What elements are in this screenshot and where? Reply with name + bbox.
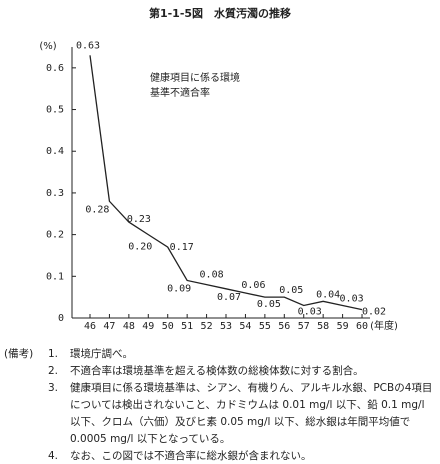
spacer — [4, 448, 48, 464]
y-tick-label: 0.3 — [46, 188, 64, 199]
x-tick-label: 57 — [298, 321, 310, 332]
data-label: 0.09 — [167, 283, 191, 294]
x-tick-label: 58 — [317, 321, 329, 332]
x-axis-label: (年度) — [370, 319, 398, 332]
x-tick-label: 47 — [103, 321, 115, 332]
data-label: 0.23 — [127, 214, 151, 225]
data-label: 0.04 — [316, 289, 340, 300]
y-tick-label: 0.5 — [46, 105, 64, 116]
annotation: 基準不適合率 — [150, 86, 210, 99]
spacer — [4, 380, 48, 448]
x-tick-label: 51 — [181, 321, 193, 332]
y-tick-label: 0.4 — [46, 146, 64, 157]
data-label: 0.20 — [128, 242, 152, 253]
x-tick-label: 59 — [337, 321, 349, 332]
data-label: 0.28 — [85, 204, 109, 215]
note-text: 健康項目に係る環境基準は、シアン、有機りん、アルキル水銀、PCBの4項目について… — [70, 382, 433, 445]
note-text: 環境庁調べ。 — [70, 348, 133, 360]
x-tick-label: 48 — [123, 321, 135, 332]
y-tick-label: 0.6 — [46, 63, 64, 74]
data-label: 0.06 — [241, 280, 265, 291]
annotation: 健康項目に係る環境 — [150, 71, 240, 84]
x-tick-label: 56 — [278, 321, 290, 332]
y-tick-label: 0 — [58, 313, 64, 324]
chart-title: 第1-1-5図 水質汚濁の推移 — [149, 6, 291, 20]
x-tick-label: 60 — [356, 321, 368, 332]
note-number: 2. — [48, 365, 59, 377]
note-text: 不適合率は環境基準を超える検体数の総検体数に対する割合。 — [70, 365, 364, 377]
note-row: 2. 不適合率は環境基準を超える検体数の総検体数に対する割合。 — [4, 363, 434, 380]
y-axis-label: (%) — [39, 41, 56, 52]
note-text: なお、この図では不適合率に総水銀が含まれない。 — [70, 450, 312, 462]
data-label: 0.02 — [362, 307, 386, 318]
y-tick-label: 0.2 — [46, 230, 64, 241]
note-row: (備考) 1. 環境庁調べ。 — [4, 346, 434, 363]
note-row: 4. なお、この図では不適合率に総水銀が含まれない。 — [4, 448, 434, 464]
chart: 第1-1-5図 水質汚濁の推移 (%) (年度) 健康項目に係る環境 基準不適合… — [39, 6, 398, 332]
x-tick-label: 53 — [220, 321, 232, 332]
notes: (備考) 1. 環境庁調べ。 2. 不適合率は環境基準を超える検体数の総検体数に対する割… — [4, 346, 434, 464]
x-tick-label: 54 — [239, 321, 251, 332]
data-label: 0.17 — [170, 242, 194, 253]
x-tick-label: 50 — [162, 321, 174, 332]
data-label: 0.63 — [76, 40, 100, 51]
x-tick-label: 55 — [259, 321, 271, 332]
data-label: 0.07 — [217, 292, 241, 303]
data-label: 0.08 — [200, 270, 224, 281]
data-label: 0.05 — [257, 299, 281, 310]
note-row: 3. 健康項目に係る環境基準は、シアン、有機りん、アルキル水銀、PCBの4項目につ… — [4, 380, 434, 448]
y-tick-label: 0.1 — [46, 271, 64, 282]
x-tick-label: 49 — [142, 321, 154, 332]
data-label: 0.03 — [298, 306, 322, 317]
note-number: 1. — [48, 348, 59, 360]
data-label: 0.03 — [340, 293, 364, 304]
notes-heading: (備考) — [4, 348, 34, 360]
x-tick-label: 46 — [84, 321, 96, 332]
note-number: 3. — [48, 382, 59, 394]
note-number: 4. — [48, 450, 59, 462]
data-label: 0.05 — [279, 285, 303, 296]
x-tick-label: 52 — [201, 321, 213, 332]
spacer — [4, 363, 48, 380]
data-line — [89, 55, 363, 311]
